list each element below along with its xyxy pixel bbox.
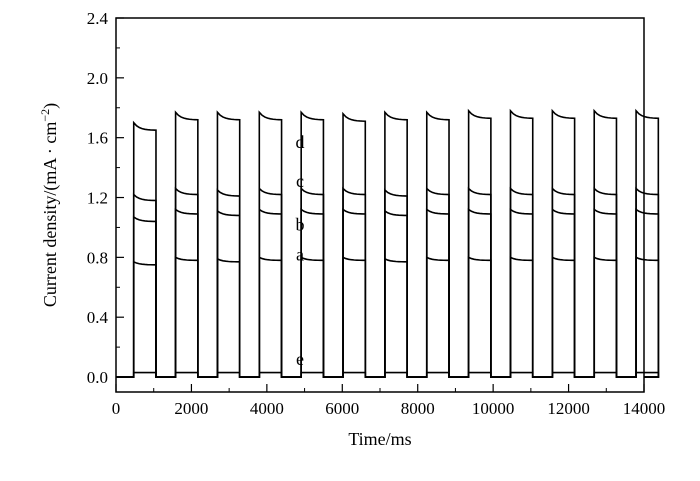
x-tick-label: 12000 xyxy=(547,399,590,418)
curve-label-e: e xyxy=(296,349,304,369)
x-axis-title: Time/ms xyxy=(348,429,411,449)
y-tick-label: 2.4 xyxy=(87,9,109,28)
y-axis-title-sup: −2 xyxy=(38,109,52,122)
x-tick-label: 2000 xyxy=(174,399,208,418)
y-tick-label: 2.0 xyxy=(87,69,108,88)
y-tick-label: 0.4 xyxy=(87,308,109,327)
y-axis-title-main: Current density/(mA · cm xyxy=(40,122,61,307)
series-line-e xyxy=(116,371,660,378)
curve-label-c: c xyxy=(296,171,304,191)
curves xyxy=(116,108,660,378)
x-tick-label: 4000 xyxy=(250,399,284,418)
curve-label-b: b xyxy=(296,214,305,234)
curve-labels: ab cd e xyxy=(296,132,305,369)
x-axis: 0 2000 4000 6000 8000 10000 12000 14000 xyxy=(112,384,666,418)
x-tick-label: 8000 xyxy=(401,399,435,418)
x-tick-label: 14000 xyxy=(623,399,666,418)
x-tick-label: 10000 xyxy=(472,399,515,418)
y-tick-label: 0.8 xyxy=(87,248,108,267)
x-tick-label: 0 xyxy=(112,399,121,418)
y-axis-title-close: ) xyxy=(40,103,61,109)
y-tick-label: 1.2 xyxy=(87,189,108,208)
series-line-d xyxy=(116,108,660,378)
y-tick-label: 0.0 xyxy=(87,368,108,387)
y-tick-label: 1.6 xyxy=(87,129,108,148)
y-axis: 0.0 0.4 0.8 1.2 1.6 2.0 2.4 xyxy=(87,9,124,387)
curve-label-a: a xyxy=(296,244,304,264)
curve-label-d: d xyxy=(296,132,305,152)
y-axis-title: Current density/(mA · cm−2) xyxy=(38,103,61,307)
x-tick-label: 6000 xyxy=(325,399,359,418)
plot-frame xyxy=(115,17,645,393)
